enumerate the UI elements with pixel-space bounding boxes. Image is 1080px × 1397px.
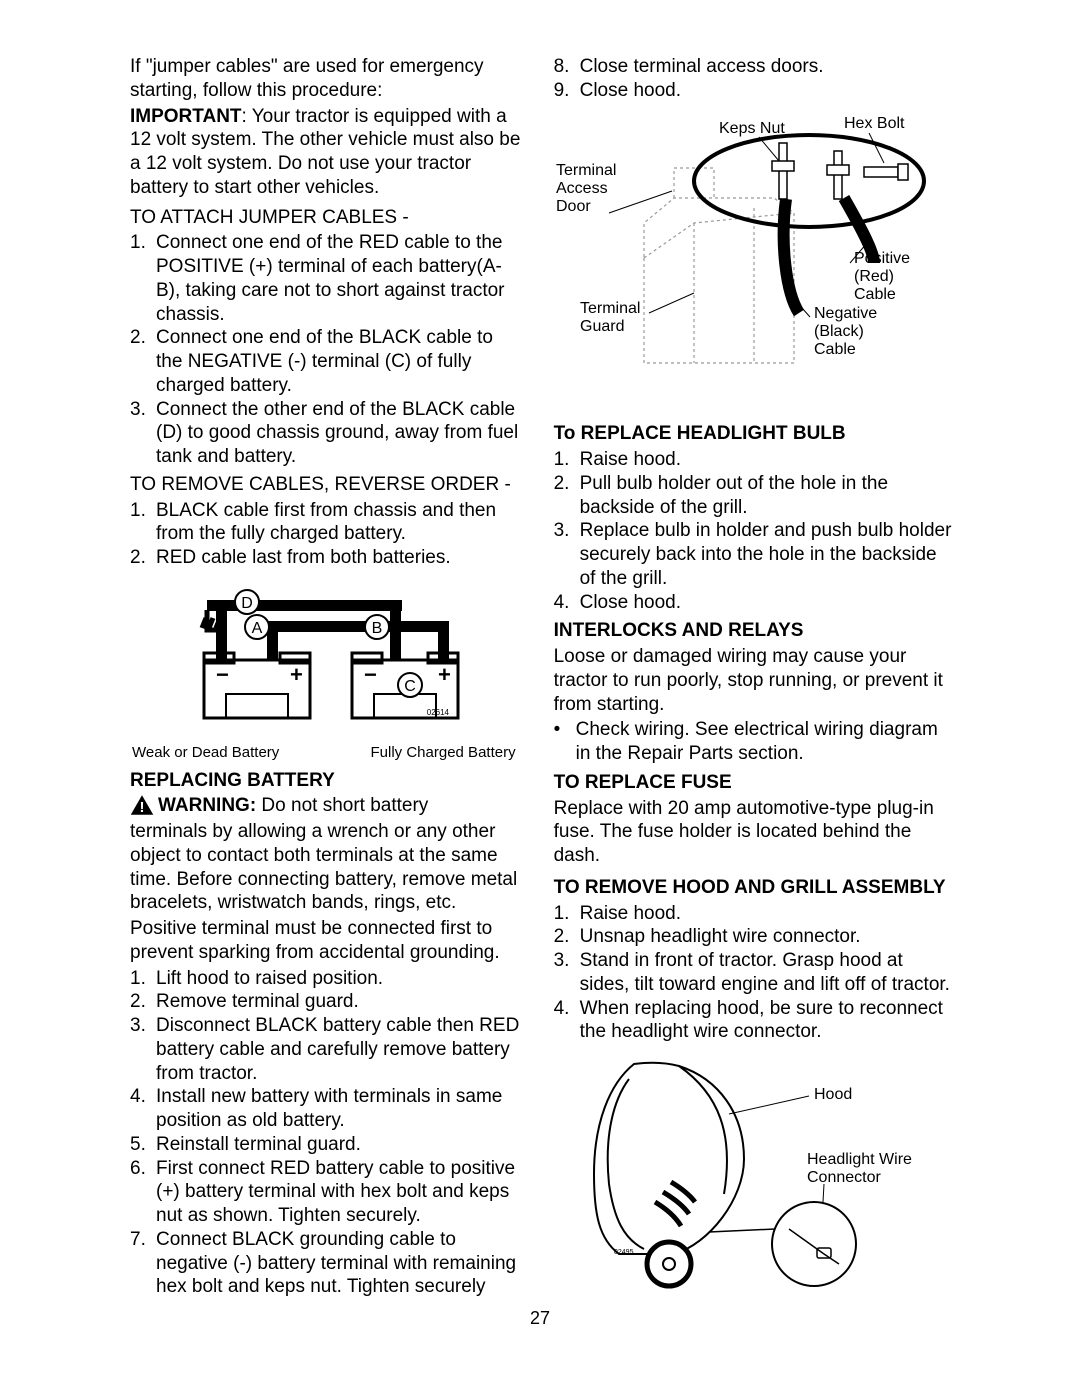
svg-text:Connector: Connector	[807, 1169, 881, 1186]
left-column: If "jumper cables" are used for emergenc…	[130, 55, 524, 1303]
svg-text:Door: Door	[556, 198, 591, 215]
svg-text:02495: 02495	[614, 1249, 634, 1256]
hood-diagram: 02495 Hood Headlight Wire Connector	[554, 1054, 956, 1289]
svg-text:Hood: Hood	[814, 1086, 852, 1103]
svg-text:+: +	[438, 662, 451, 687]
svg-text:Guard: Guard	[580, 318, 624, 335]
warning-text: Do not short battery	[256, 795, 428, 816]
svg-text:Terminal: Terminal	[580, 300, 640, 317]
replacing-heading: REPLACING BATTERY	[130, 769, 524, 793]
hood-list: 1.Raise hood. 2.Unsnap headlight wire co…	[554, 902, 956, 1045]
svg-text:Keps Nut: Keps Nut	[719, 120, 785, 137]
remove-list: 1.BLACK cable first from chassis and the…	[130, 499, 524, 570]
terminal-diagram-svg: Hex Bolt Keps Nut Terminal Access Door T…	[554, 113, 934, 403]
hood-heading: TO REMOVE HOOD AND GRILL ASSEMBLY	[554, 876, 956, 900]
replacing-item: 7.Connect BLACK grounding cable to negat…	[130, 1228, 524, 1299]
svg-text:Headlight Wire: Headlight Wire	[807, 1151, 912, 1168]
hood-diagram-svg: 02495 Hood Headlight Wire Connector	[569, 1054, 939, 1289]
warning-row: ! WARNING: Do not short battery	[130, 794, 524, 820]
page-number: 27	[130, 1307, 950, 1330]
full-battery-label: Fully Charged Battery	[371, 744, 516, 763]
manual-page: If "jumper cables" are used for emergenc…	[130, 55, 950, 1303]
warning-continued: terminals by allowing a wrench or any ot…	[130, 820, 524, 915]
terminal-diagram: Hex Bolt Keps Nut Terminal Access Door T…	[554, 113, 956, 409]
hood-item: 3.Stand in front of tractor. Grasp hood …	[554, 949, 956, 997]
attach-item: 2.Connect one end of the BLACK cable to …	[130, 326, 524, 397]
interlocks-bullet-list: •Check wiring. See electrical wiring dia…	[554, 718, 956, 766]
close-item: 9.Close hood.	[554, 79, 956, 103]
warning-icon: !	[130, 794, 154, 816]
svg-text:−: −	[364, 662, 377, 687]
battery-diagram-captions: Weak or Dead Battery Fully Charged Batte…	[132, 744, 516, 763]
close-list: 8.Close terminal access doors. 9.Close h…	[554, 55, 956, 103]
remove-item: 1.BLACK cable first from chassis and the…	[130, 499, 524, 547]
hood-item: 1.Raise hood.	[554, 902, 956, 926]
svg-text:Cable: Cable	[854, 286, 896, 303]
attach-heading: TO ATTACH JUMPER CABLES -	[130, 206, 524, 230]
svg-text:A: A	[251, 620, 262, 637]
svg-text:Hex Bolt: Hex Bolt	[844, 115, 905, 132]
hood-item: 4.When replacing hood, be sure to reconn…	[554, 997, 956, 1045]
headlight-item: 2.Pull bulb holder out of the hole in th…	[554, 472, 956, 520]
replacing-item: 5.Reinstall terminal guard.	[130, 1133, 524, 1157]
attach-item: 3.Connect the other end of the BLACK cab…	[130, 398, 524, 469]
important-text: IMPORTANT: Your tractor is equipped with…	[130, 105, 524, 200]
svg-text:Positive: Positive	[854, 250, 910, 267]
svg-text:Access: Access	[556, 180, 608, 197]
replacing-item: 1.Lift hood to raised position.	[130, 967, 524, 991]
svg-text:B: B	[371, 620, 382, 637]
svg-text:+: +	[290, 662, 303, 687]
svg-text:C: C	[404, 678, 416, 695]
interlocks-text: Loose or damaged wiring may cause your t…	[554, 645, 956, 716]
attach-list: 1.Connect one end of the RED cable to th…	[130, 231, 524, 469]
svg-text:Negative: Negative	[814, 305, 877, 322]
intro-text: If "jumper cables" are used for emergenc…	[130, 55, 524, 103]
replacing-item: 6.First connect RED battery cable to pos…	[130, 1157, 524, 1228]
important-label: IMPORTANT	[130, 106, 242, 127]
battery-diagram: − + − + D A B C 02614	[130, 580, 524, 740]
svg-text:(Red): (Red)	[854, 268, 894, 285]
headlight-list: 1.Raise hood. 2.Pull bulb holder out of …	[554, 448, 956, 614]
svg-text:Terminal: Terminal	[556, 162, 616, 179]
headlight-item: 3.Replace bulb in holder and push bulb h…	[554, 519, 956, 590]
fuse-heading: TO REPLACE FUSE	[554, 771, 956, 795]
svg-text:D: D	[241, 595, 253, 612]
warning-label: WARNING:	[158, 795, 256, 816]
remove-item: 2.RED cable last from both batteries.	[130, 546, 524, 570]
positive-note: Positive terminal must be connected firs…	[130, 917, 524, 965]
svg-text:−: −	[216, 662, 229, 687]
headlight-item: 4.Close hood.	[554, 591, 956, 615]
replacing-item: 2.Remove terminal guard.	[130, 990, 524, 1014]
right-column: 8.Close terminal access doors. 9.Close h…	[554, 55, 956, 1303]
replacing-item: 3.Disconnect BLACK battery cable then RE…	[130, 1014, 524, 1085]
close-item: 8.Close terminal access doors.	[554, 55, 956, 79]
interlocks-heading: INTERLOCKS AND RELAYS	[554, 619, 956, 643]
svg-text:(Black): (Black)	[814, 323, 864, 340]
svg-text:!: !	[140, 799, 145, 816]
headlight-item: 1.Raise hood.	[554, 448, 956, 472]
warning-line: WARNING: Do not short battery	[158, 794, 428, 818]
svg-text:Cable: Cable	[814, 341, 856, 358]
attach-item: 1.Connect one end of the RED cable to th…	[130, 231, 524, 326]
interlocks-bullet: •Check wiring. See electrical wiring dia…	[554, 718, 956, 766]
fuse-text: Replace with 20 amp automotive-type plug…	[554, 797, 956, 868]
replacing-item: 4.Install new battery with terminals in …	[130, 1085, 524, 1133]
svg-text:02614: 02614	[427, 708, 450, 717]
replacing-list: 1.Lift hood to raised position. 2.Remove…	[130, 967, 524, 1300]
weak-battery-label: Weak or Dead Battery	[132, 744, 279, 763]
remove-heading: TO REMOVE CABLES, REVERSE ORDER -	[130, 473, 524, 497]
battery-diagram-svg: − + − + D A B C 02614	[192, 580, 462, 740]
hood-item: 2.Unsnap headlight wire connector.	[554, 925, 956, 949]
headlight-heading: To REPLACE HEADLIGHT BULB	[554, 422, 956, 446]
